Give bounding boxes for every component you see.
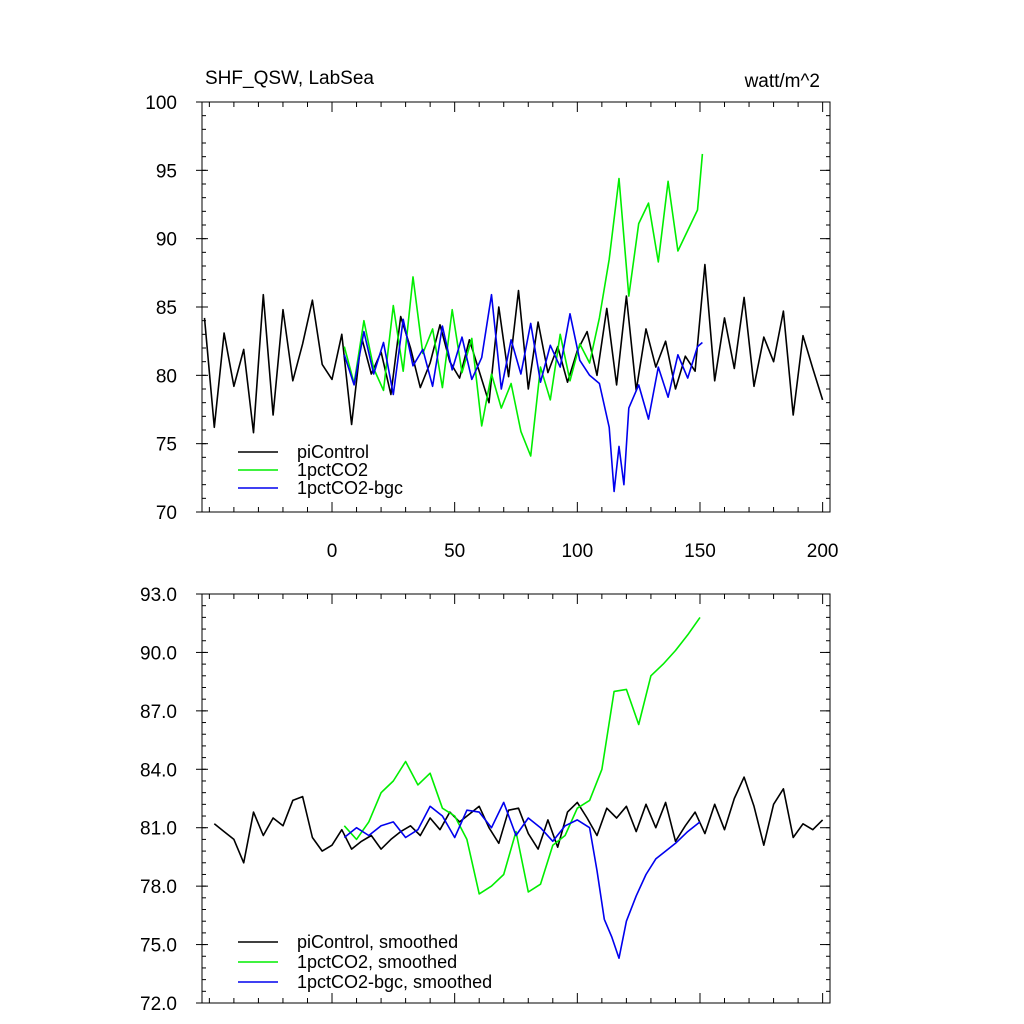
y-tick-label: 80 [156,366,177,387]
legend-label: 1pctCO2-bgc [297,478,403,498]
series-line-1pctco2-bgc [343,293,703,493]
x-tick-label: 50 [444,541,465,562]
y-tick-label: 100 [145,93,177,114]
series-line-picontrol-smoothed [213,776,824,864]
y-tick-label: 75 [156,435,177,456]
x-tick-label: 0 [327,541,338,562]
plot-frame [201,593,831,1004]
y-tick-label: 75.0 [140,936,177,957]
y-tick-label: 95 [156,161,177,182]
y-tick-label: 81.0 [140,819,177,840]
series-line-1pctco2 [343,153,704,457]
y-tick-label: 85 [156,298,177,319]
legend-label: 1pctCO2 [297,460,368,480]
y-tick-label: 93.0 [140,585,177,606]
x-tick-label: 100 [561,541,593,562]
x-tick-label: 150 [684,541,716,562]
y-tick-label: 72.0 [140,994,177,1015]
legend-label: piControl [297,442,369,462]
legend-label: 1pctCO2-bgc, smoothed [297,972,492,992]
legend-label: piControl, smoothed [297,932,458,952]
chart-title: SHF_QSW, LabSea [205,68,374,89]
units-label: watt/m^2 [744,71,820,92]
series-line-picontrol [203,263,824,434]
y-tick-label: 78.0 [140,877,177,898]
y-tick-label: 90 [156,230,177,251]
series-line-1pctco2-smoothed [343,616,701,895]
y-tick-label: 70 [156,503,177,524]
y-tick-label: 84.0 [140,760,177,781]
y-tick-label: 87.0 [140,702,177,723]
top-chart: 0 50 100 150 200 70 75 80 85 90 95 100 SHF_QSW, LabS… [145,68,838,562]
x-tick-label: 200 [807,541,839,562]
legend-label: 1pctCO2, smoothed [297,952,457,972]
series-line-1pctco2-bgc-smoothed [343,801,701,960]
y-tick-label: 90.0 [140,643,177,664]
bottom-chart: 72.0 75.0 78.0 81.0 84.0 87.0 90.0 93.0 piContro… [140,585,831,1015]
